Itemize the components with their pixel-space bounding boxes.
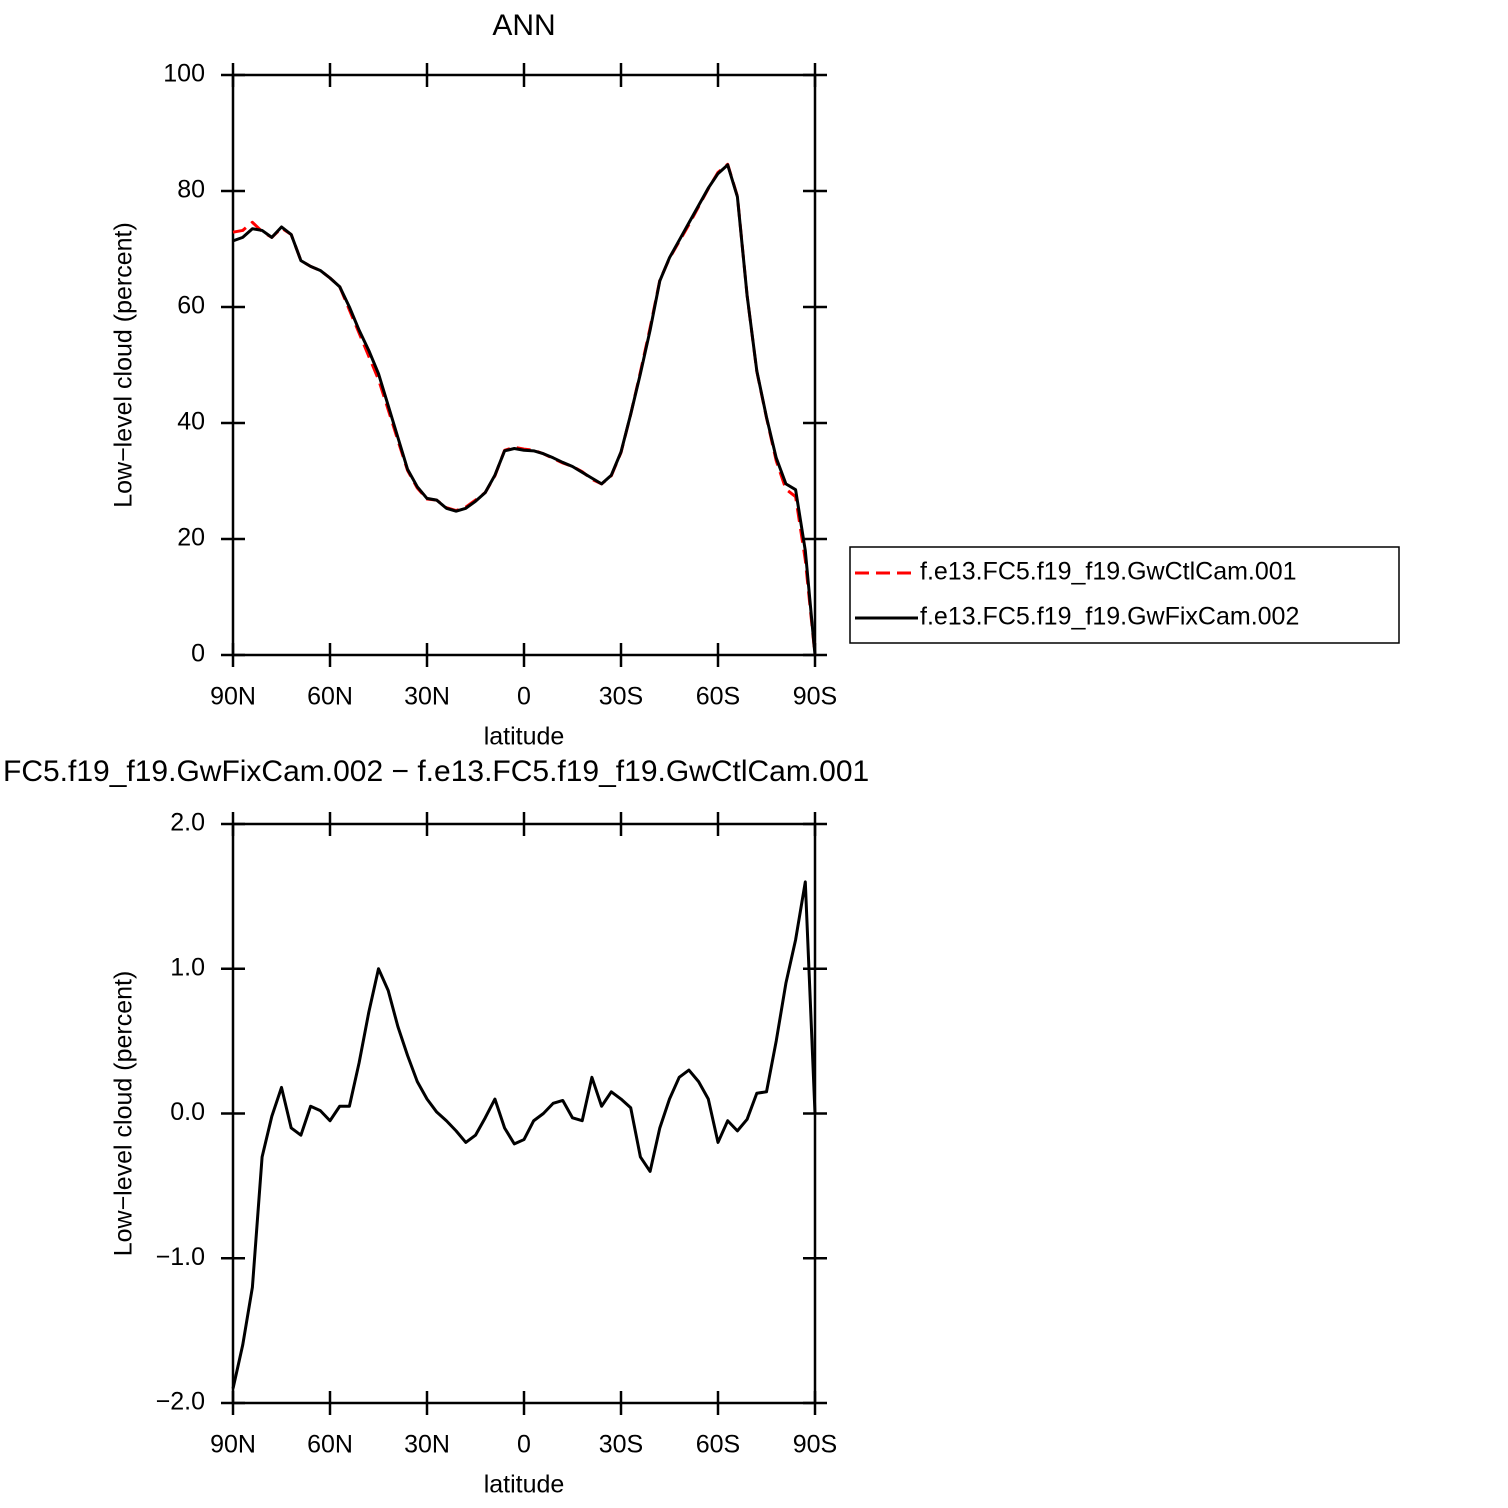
y-tick-label: 1.0 bbox=[170, 953, 205, 981]
chart-title: FC5.f19_f19.GwFixCam.002 − f.e13.FC5.f19… bbox=[3, 755, 869, 788]
plot: FC5.f19_f19.GwFixCam.002 − f.e13.FC5.f19… bbox=[3, 755, 869, 1499]
y-tick-label: 20 bbox=[177, 524, 205, 552]
y-tick-label: 40 bbox=[177, 408, 205, 436]
legend-label: f.e13.FC5.f19_f19.GwCtlCam.001 bbox=[920, 558, 1297, 586]
y-tick-label: 80 bbox=[177, 176, 205, 204]
x-tick-label: 90S bbox=[793, 1431, 837, 1459]
y-tick-label: −2.0 bbox=[156, 1388, 205, 1416]
chart-title: ANN bbox=[492, 9, 555, 42]
x-axis-label: latitude bbox=[484, 1471, 565, 1499]
x-tick-label: 90N bbox=[210, 1431, 256, 1459]
legend: f.e13.FC5.f19_f19.GwCtlCam.001 f.e13.FC5.… bbox=[849, 546, 1400, 644]
y-tick-label: 0 bbox=[191, 640, 205, 668]
plot-frame bbox=[231, 73, 817, 657]
y-axis-label: Low−level cloud (percent) bbox=[110, 222, 138, 508]
x-tick-label: 30S bbox=[599, 683, 643, 711]
series-line bbox=[232, 162, 817, 656]
x-tick-label: 30N bbox=[404, 683, 450, 711]
series-line bbox=[231, 880, 817, 1389]
x-tick-label: 30N bbox=[404, 1431, 450, 1459]
x-tick-label: 60N bbox=[307, 1431, 353, 1459]
x-tick-label: 90S bbox=[793, 683, 837, 711]
x-tick-label: 60S bbox=[696, 683, 740, 711]
plot-frame bbox=[231, 822, 817, 1405]
y-axis-label: Low−level cloud (percent) bbox=[110, 971, 138, 1257]
x-tick-label: 90N bbox=[210, 683, 256, 711]
x-axis-label: latitude bbox=[484, 723, 565, 751]
legend-label: f.e13.FC5.f19_f19.GwFixCam.002 bbox=[920, 603, 1299, 631]
y-tick-label: 100 bbox=[163, 60, 205, 88]
y-tick-label: 2.0 bbox=[170, 809, 205, 837]
y-tick-label: −1.0 bbox=[156, 1243, 205, 1271]
y-tick-label: 60 bbox=[177, 292, 205, 320]
x-tick-label: 60S bbox=[696, 1431, 740, 1459]
series-line bbox=[232, 163, 817, 656]
x-tick-label: 30S bbox=[599, 1431, 643, 1459]
x-tick-label: 0 bbox=[517, 683, 531, 711]
x-tick-label: 60N bbox=[307, 683, 353, 711]
x-tick-label: 0 bbox=[517, 1431, 531, 1459]
plot: ANN 0 20 40 60 80 100 90N 60N 30N 0 30S 60S 90S latitu… bbox=[110, 9, 1400, 751]
legend-box bbox=[849, 546, 1400, 644]
y-tick-label: 0.0 bbox=[170, 1098, 205, 1126]
